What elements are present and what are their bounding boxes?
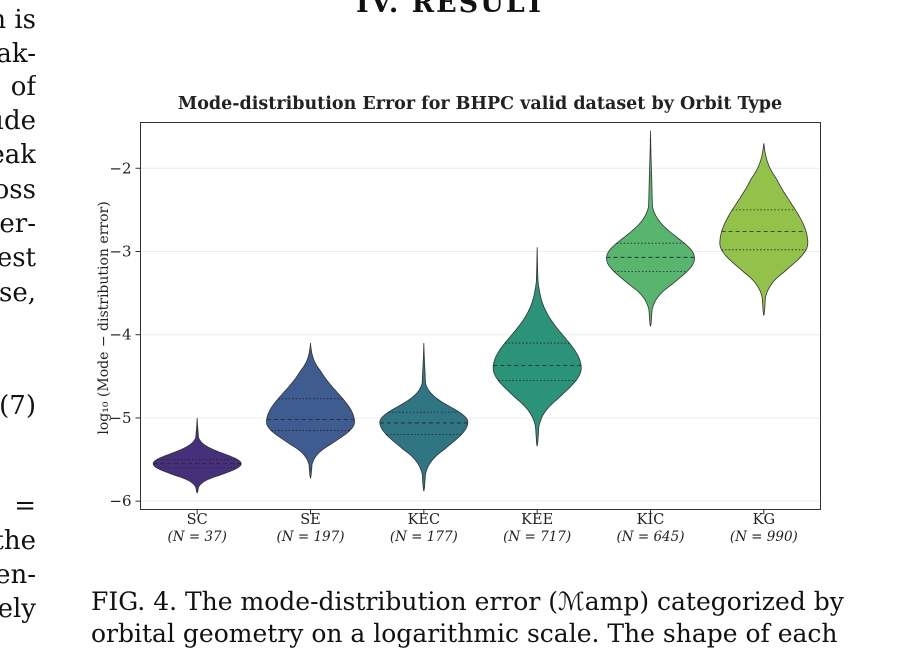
section-heading: IV. RESULT — [356, 0, 547, 19]
x-count-label: (N = 645) — [616, 529, 684, 545]
left-text-line: eak — [0, 140, 36, 170]
y-tick-label: −5 — [109, 409, 131, 427]
y-axis-label: log₁₀ (Mode − distribution error) — [96, 201, 112, 434]
x-tick-label: KEC — [408, 512, 441, 528]
left-text-line: ak- — [0, 39, 36, 69]
left-text-line: en- — [0, 560, 36, 590]
violin-kg — [719, 143, 809, 316]
left-text-line: = — [14, 491, 36, 521]
x-count-label: (N = 37) — [167, 529, 226, 545]
x-count-label: (N = 717) — [503, 529, 571, 545]
left-text-line: est — [0, 243, 36, 273]
y-tick-label: −4 — [109, 326, 131, 344]
left-text-line: se, — [0, 278, 36, 308]
left-text-line: the — [0, 526, 36, 556]
violin-se — [266, 342, 355, 480]
x-tick-label: SC — [187, 512, 208, 528]
left-text-line: of — [10, 72, 36, 102]
y-tick-label: −3 — [109, 243, 131, 261]
left-text-line: ely — [0, 594, 36, 624]
x-count-label: (N = 177) — [390, 529, 458, 545]
plot-frame — [140, 122, 821, 510]
left-text-line: er- — [0, 209, 36, 239]
violin-sc — [152, 417, 242, 494]
caption-line: orbital geometry on a logarithmic scale.… — [91, 619, 838, 648]
equation-number: (7) — [0, 391, 36, 421]
x-count-label: (N = 990) — [730, 529, 798, 545]
x-count-label: (N = 197) — [276, 529, 344, 545]
left-text-line: n is — [0, 5, 36, 35]
y-tick-label: −6 — [109, 492, 131, 510]
violin-kec — [379, 342, 469, 492]
violin-kic — [606, 130, 695, 327]
left-text-line: ude — [0, 106, 36, 136]
x-tick-label: SE — [300, 512, 321, 528]
figure-caption: FIG. 4. The mode-distribution error (ℳam… — [91, 586, 844, 650]
y-tick-label: −2 — [109, 159, 131, 177]
left-text-line: oss — [0, 175, 36, 205]
chart-title: Mode-distribution Error for BHPC valid d… — [178, 94, 782, 114]
caption-line: FIG. 4. The mode-distribution error (ℳam… — [91, 587, 844, 616]
x-tick-label: KG — [753, 512, 775, 528]
x-tick-label: KIC — [637, 512, 665, 528]
left-column-text: n is ak- of ude eak oss er- est se, (7) … — [0, 0, 36, 639]
x-tick-label: KEE — [521, 512, 553, 528]
violin-kee — [492, 247, 582, 447]
